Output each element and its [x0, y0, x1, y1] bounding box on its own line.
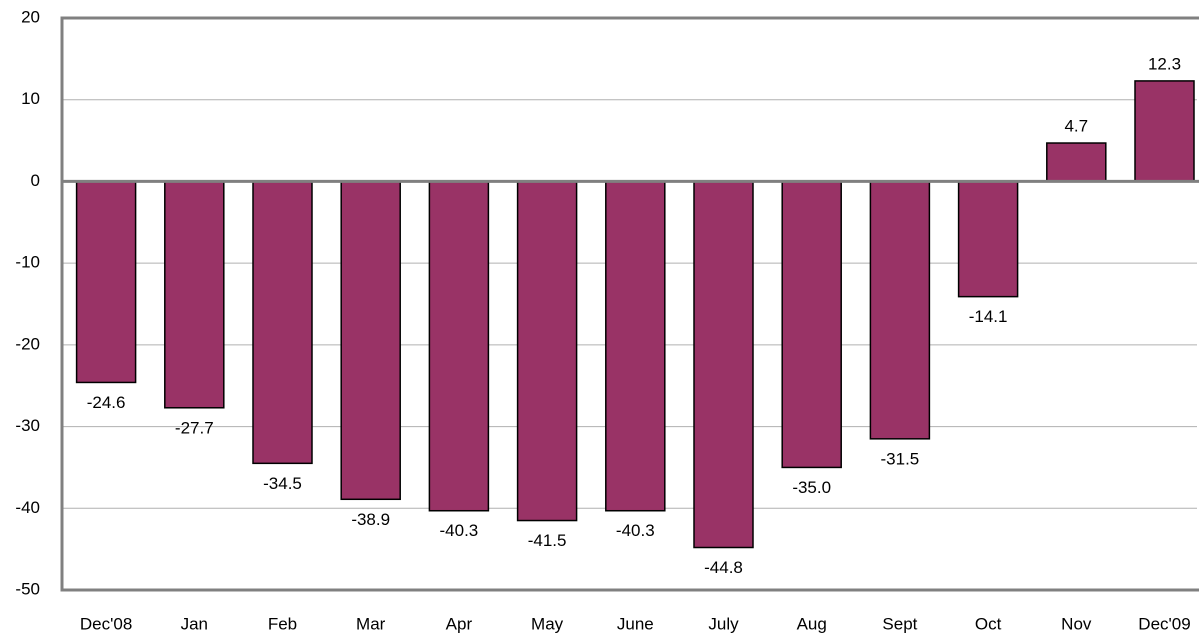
y-tick-label: -40 — [15, 498, 40, 517]
x-tick-label: Aug — [797, 614, 827, 633]
bar — [252, 180, 313, 465]
x-tick-label: Mar — [356, 614, 386, 633]
x-tick-label: June — [617, 614, 654, 633]
x-tick-label: Feb — [268, 614, 297, 633]
data-label: -35.0 — [792, 478, 831, 497]
data-label: -44.8 — [704, 558, 743, 577]
y-tick-label: 0 — [31, 171, 40, 190]
data-label: -40.3 — [616, 521, 655, 540]
data-label: -38.9 — [351, 510, 390, 529]
data-label: -31.5 — [881, 449, 920, 468]
bar — [1134, 80, 1195, 183]
bar — [75, 180, 137, 384]
x-tick-label: July — [708, 614, 739, 633]
plot-frame — [60, 16, 1199, 592]
data-label: -40.3 — [440, 521, 479, 540]
data-label: 12.3 — [1148, 54, 1181, 73]
x-tick-label: Sept — [882, 614, 917, 633]
bar — [164, 180, 225, 409]
x-tick-label: Jan — [181, 614, 208, 633]
y-tick-label: 10 — [21, 89, 40, 108]
bar — [516, 180, 578, 522]
bar — [605, 180, 666, 512]
data-label: 4.7 — [1064, 117, 1088, 136]
bar — [340, 180, 401, 501]
y-tick-label: -10 — [15, 253, 40, 272]
y-tick-label: 20 — [21, 7, 40, 26]
bar — [428, 180, 490, 512]
bar — [781, 180, 842, 469]
x-tick-label: Nov — [1061, 614, 1092, 633]
bar — [957, 180, 1019, 298]
bar — [869, 180, 931, 440]
data-label: -41.5 — [528, 531, 567, 550]
bar — [1046, 142, 1107, 183]
data-label: -14.1 — [969, 307, 1008, 326]
x-tick-label: Dec'08 — [80, 614, 132, 633]
y-tick-label: -20 — [15, 334, 40, 353]
x-tick-label: Oct — [975, 614, 1002, 633]
data-label: -34.5 — [263, 474, 302, 493]
x-tick-label: Apr — [446, 614, 473, 633]
bar — [693, 180, 754, 549]
data-label: -24.6 — [87, 393, 126, 412]
data-label: -27.7 — [175, 418, 214, 437]
y-tick-label: -30 — [15, 416, 40, 435]
x-tick-label: May — [531, 614, 564, 633]
x-tick-label: Dec'09 — [1138, 614, 1190, 633]
y-tick-label: -50 — [15, 579, 40, 598]
